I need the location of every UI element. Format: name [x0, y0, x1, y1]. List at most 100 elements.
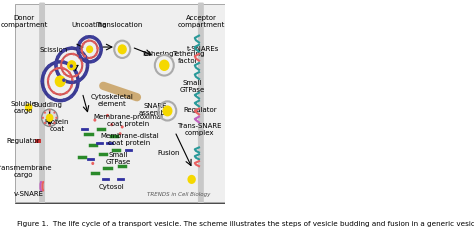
- FancyBboxPatch shape: [198, 3, 204, 203]
- Circle shape: [59, 93, 62, 96]
- Circle shape: [44, 122, 46, 124]
- Circle shape: [50, 71, 52, 74]
- FancyBboxPatch shape: [15, 4, 225, 202]
- Circle shape: [42, 88, 46, 91]
- Circle shape: [70, 81, 73, 84]
- Circle shape: [91, 59, 95, 63]
- Circle shape: [56, 72, 60, 76]
- Circle shape: [70, 95, 73, 98]
- Circle shape: [55, 67, 58, 70]
- Text: Soluble
cargo: Soluble cargo: [10, 101, 36, 114]
- Circle shape: [106, 114, 109, 117]
- Circle shape: [83, 55, 86, 58]
- Circle shape: [47, 78, 49, 81]
- Circle shape: [79, 40, 82, 44]
- Circle shape: [110, 123, 113, 126]
- Circle shape: [41, 79, 44, 83]
- Circle shape: [42, 71, 46, 75]
- Circle shape: [70, 64, 73, 68]
- Circle shape: [67, 60, 76, 70]
- Circle shape: [187, 175, 196, 184]
- Circle shape: [118, 44, 127, 54]
- Circle shape: [49, 109, 51, 112]
- Circle shape: [62, 67, 65, 70]
- Circle shape: [121, 125, 124, 128]
- Circle shape: [42, 117, 44, 119]
- Text: Transmembrane
cargo: Transmembrane cargo: [0, 165, 52, 178]
- Text: Small
GTPase: Small GTPase: [180, 80, 205, 94]
- Circle shape: [84, 55, 87, 59]
- Circle shape: [46, 114, 54, 122]
- Circle shape: [55, 64, 58, 67]
- Text: Regulator: Regulator: [7, 138, 40, 144]
- Text: Membrane-distal
coat protein: Membrane-distal coat protein: [100, 133, 159, 146]
- Circle shape: [66, 54, 68, 56]
- Circle shape: [55, 75, 66, 87]
- Circle shape: [63, 72, 65, 75]
- Text: Translocation: Translocation: [96, 22, 142, 28]
- Circle shape: [44, 112, 46, 114]
- Circle shape: [84, 72, 87, 76]
- Circle shape: [62, 78, 65, 82]
- Circle shape: [70, 46, 73, 50]
- Text: Cytosol: Cytosol: [99, 184, 125, 190]
- Circle shape: [78, 78, 82, 82]
- Circle shape: [54, 112, 55, 114]
- Circle shape: [63, 61, 66, 64]
- Text: Acceptor
compartment: Acceptor compartment: [177, 15, 225, 28]
- Circle shape: [100, 48, 103, 51]
- Circle shape: [69, 75, 71, 78]
- Circle shape: [70, 85, 73, 88]
- Circle shape: [86, 64, 89, 67]
- Circle shape: [97, 55, 100, 58]
- Circle shape: [49, 124, 51, 126]
- Bar: [35, 139, 41, 143]
- Circle shape: [91, 162, 94, 165]
- Circle shape: [80, 69, 82, 72]
- Circle shape: [90, 57, 92, 59]
- Circle shape: [84, 36, 88, 39]
- Circle shape: [48, 85, 50, 88]
- Circle shape: [63, 98, 66, 102]
- Circle shape: [71, 78, 73, 81]
- Circle shape: [75, 74, 78, 77]
- Circle shape: [65, 91, 68, 94]
- Text: Regulator: Regulator: [183, 107, 217, 113]
- Circle shape: [84, 59, 88, 63]
- Circle shape: [97, 40, 100, 44]
- Text: Donor
compartment: Donor compartment: [1, 15, 48, 28]
- Circle shape: [74, 71, 78, 75]
- Text: Membrane-proximal
coat protein: Membrane-proximal coat protein: [93, 114, 164, 127]
- Circle shape: [72, 53, 75, 55]
- Circle shape: [93, 119, 96, 122]
- Circle shape: [78, 56, 81, 59]
- Text: Cytoskeletal
element: Cytoskeletal element: [90, 94, 133, 107]
- Text: Figure 1.  The life cycle of a transport vesicle. The scheme illustrates the ste: Figure 1. The life cycle of a transport …: [17, 221, 474, 227]
- Circle shape: [68, 71, 71, 74]
- Circle shape: [86, 46, 93, 53]
- Circle shape: [159, 60, 170, 71]
- Circle shape: [76, 48, 80, 51]
- Circle shape: [53, 91, 55, 94]
- Circle shape: [55, 117, 57, 119]
- Text: Fusion: Fusion: [157, 150, 180, 156]
- Circle shape: [47, 64, 51, 68]
- Circle shape: [55, 61, 58, 64]
- Text: Protein
coat: Protein coat: [45, 119, 69, 132]
- Text: Tethering
factor: Tethering factor: [172, 51, 205, 64]
- Circle shape: [81, 49, 83, 52]
- Circle shape: [62, 49, 65, 52]
- Text: SNARE
assembly: SNARE assembly: [138, 103, 171, 116]
- Text: Scission: Scission: [40, 47, 68, 53]
- Circle shape: [163, 106, 173, 116]
- Circle shape: [91, 36, 95, 39]
- Circle shape: [95, 53, 97, 56]
- Text: t-SNAREs: t-SNAREs: [187, 46, 219, 52]
- Circle shape: [76, 79, 80, 83]
- Text: v-SNARE: v-SNARE: [14, 191, 44, 197]
- Text: Uncoating: Uncoating: [72, 22, 108, 28]
- Circle shape: [82, 43, 84, 46]
- Circle shape: [78, 49, 82, 52]
- Circle shape: [42, 109, 58, 126]
- Circle shape: [93, 41, 96, 44]
